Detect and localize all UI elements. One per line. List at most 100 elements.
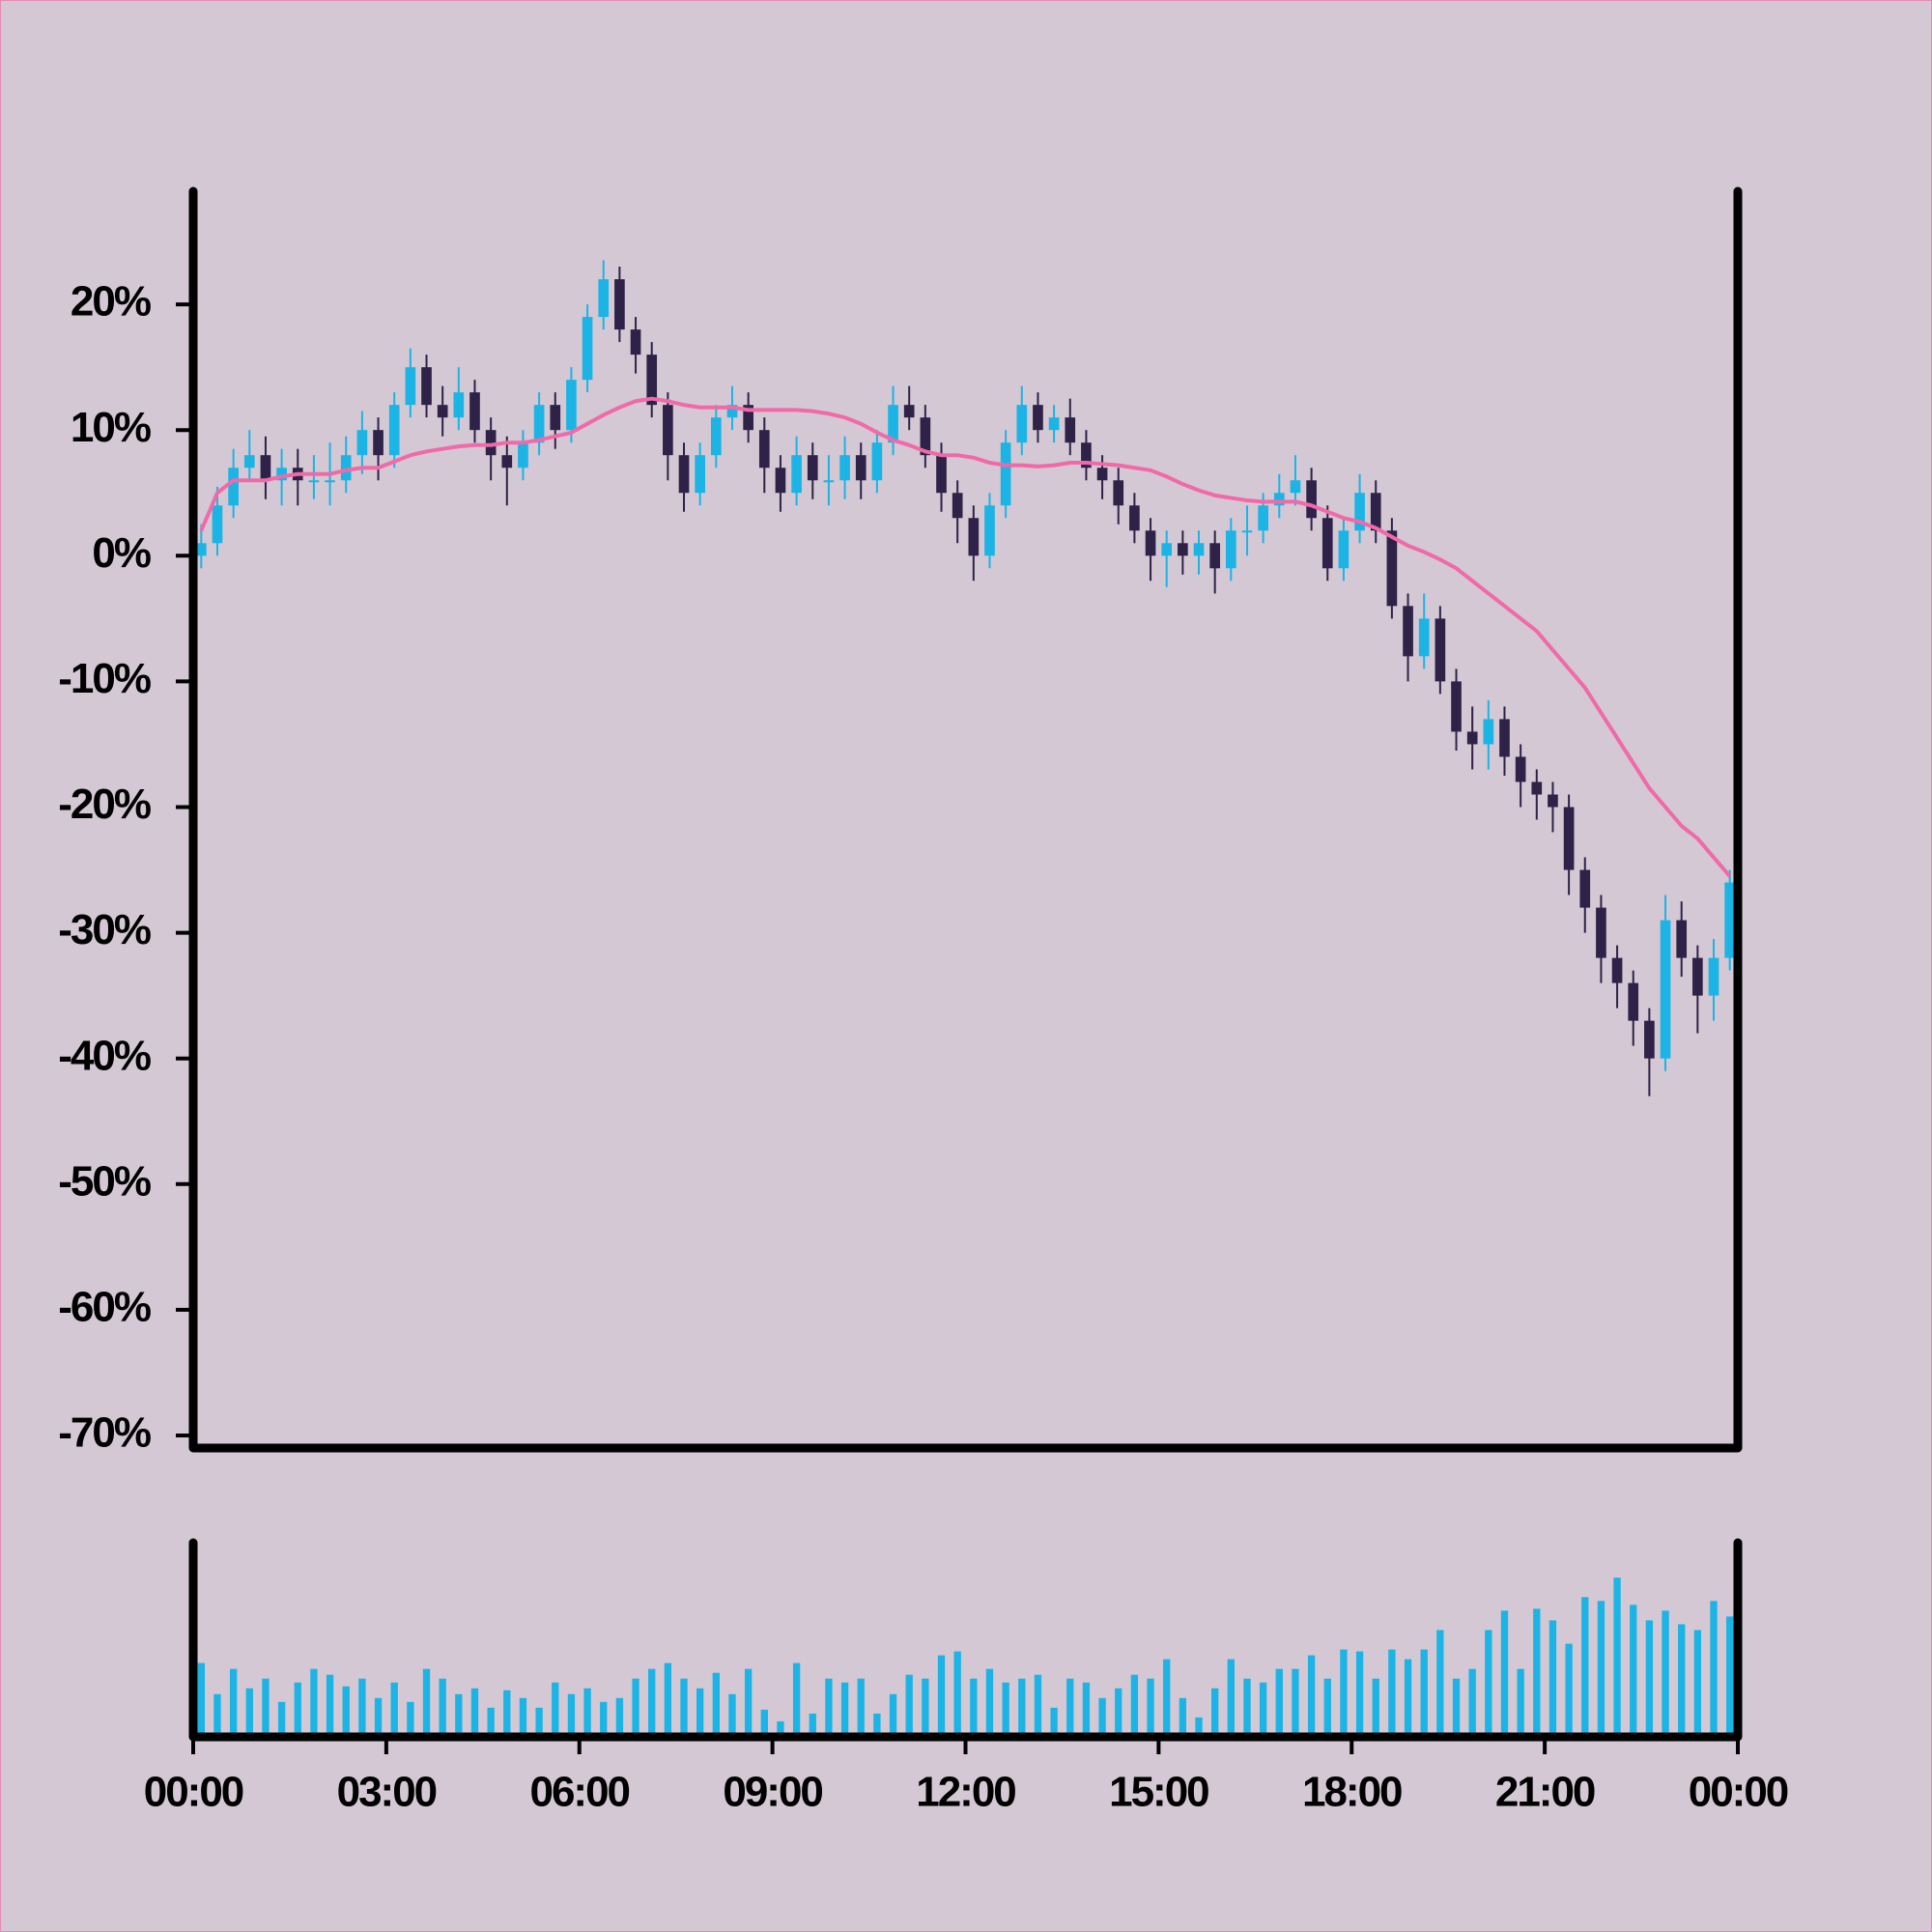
volume-bar [197, 1662, 205, 1737]
candle-body [1048, 417, 1060, 431]
volume-bar [1548, 1620, 1557, 1737]
candle-body [1113, 480, 1124, 506]
candle-body [1708, 957, 1719, 996]
volume-bar [922, 1678, 929, 1737]
volume-bar [519, 1697, 527, 1737]
candle-body [1081, 442, 1092, 469]
candle-body [212, 505, 223, 544]
volume-bar [1436, 1630, 1444, 1737]
y-tick-label: -60% [58, 1284, 151, 1331]
candle-body [695, 455, 706, 494]
volume-bar [1227, 1659, 1235, 1737]
candle-body [373, 430, 384, 456]
candle-body [469, 392, 480, 431]
candle-body [1483, 719, 1494, 745]
volume-bar [1050, 1707, 1058, 1737]
candle-body [1290, 480, 1301, 494]
volume-bar [1034, 1674, 1042, 1737]
volume-bar [615, 1697, 624, 1737]
y-tick-label: -40% [58, 1032, 151, 1079]
candle-body [743, 405, 753, 431]
candle-body [1033, 405, 1043, 431]
candle-body [903, 405, 915, 418]
candle-body [663, 405, 673, 456]
volume-bar [857, 1678, 865, 1737]
volume-bar [1355, 1651, 1364, 1737]
candle-body [871, 442, 883, 481]
candle-body [501, 455, 513, 469]
volume-bar [535, 1707, 543, 1737]
volume-bar [953, 1651, 961, 1737]
candle-body [228, 468, 239, 506]
volume-bar [342, 1686, 350, 1737]
y-tick-label: 0% [92, 529, 150, 577]
y-tick-label: -30% [58, 906, 151, 953]
volume-bar [1726, 1616, 1734, 1737]
candle-body [1161, 543, 1173, 556]
volume-bar [1500, 1610, 1509, 1737]
candle-body [839, 455, 850, 481]
candle-body [646, 355, 658, 406]
volume-bar [1323, 1678, 1331, 1737]
volume-bar [792, 1662, 801, 1737]
volume-bar [648, 1668, 656, 1737]
candle-body [485, 430, 497, 456]
volume-bar [1565, 1643, 1573, 1737]
volume-bar [1693, 1630, 1702, 1737]
volume-bar [809, 1713, 816, 1737]
candle-body [453, 392, 465, 418]
candle-body [758, 430, 770, 469]
x-tick-label: 09:00 [723, 1769, 822, 1816]
candle-body [1129, 505, 1140, 531]
candle-body [598, 279, 610, 318]
candle-body [1660, 920, 1671, 1059]
x-tick-label: 12:00 [916, 1769, 1015, 1816]
volume-bar [825, 1678, 833, 1737]
candle-body [614, 279, 625, 330]
candle-body [1548, 794, 1558, 808]
candle-body [1354, 493, 1365, 531]
candle-body [1096, 468, 1108, 481]
volume-bar [760, 1709, 768, 1737]
volume-bar [1710, 1601, 1718, 1737]
y-tick-label: -50% [58, 1157, 151, 1205]
moving-average [199, 396, 1732, 878]
volume-bar [1645, 1620, 1654, 1737]
candle-body [1193, 543, 1205, 556]
volume-bar [985, 1668, 994, 1737]
y-tick-label: -20% [58, 781, 151, 828]
candle-body [405, 367, 416, 406]
candle-body [1515, 756, 1526, 782]
volume-bar [470, 1688, 479, 1737]
candle-body [1563, 807, 1575, 870]
volume-bar [1259, 1682, 1267, 1737]
candle-body [678, 455, 690, 494]
volume-bar [1662, 1610, 1669, 1737]
candle-body [276, 468, 287, 481]
candle-body [1724, 882, 1736, 958]
candle-body [984, 505, 995, 556]
volume-bar [1179, 1697, 1187, 1737]
volume-bar [1452, 1678, 1461, 1737]
volume-bar [374, 1697, 383, 1737]
candle-body [243, 455, 255, 469]
volume-bar [277, 1701, 286, 1737]
candle-body [807, 455, 818, 481]
candle-body [1306, 480, 1317, 519]
volume-bar [1517, 1668, 1524, 1737]
volume-bar [1002, 1682, 1009, 1737]
volume-bar [696, 1688, 704, 1737]
volume-bar [1275, 1668, 1283, 1737]
candle-body [920, 417, 931, 456]
candle-body [1418, 618, 1430, 657]
volume-bar [680, 1678, 688, 1737]
volume-bar [1388, 1649, 1396, 1737]
y-tick-label: -10% [58, 655, 151, 702]
candle-body [1273, 493, 1285, 506]
candle-body [726, 405, 738, 418]
volume-bar [1613, 1577, 1621, 1737]
candle-body [1628, 982, 1639, 1021]
volume-bar [873, 1713, 881, 1737]
candle-body [1065, 417, 1076, 443]
